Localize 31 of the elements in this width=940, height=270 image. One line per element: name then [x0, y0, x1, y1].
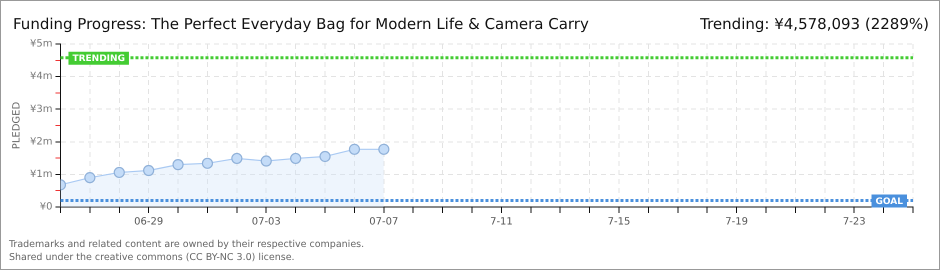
chart-title: Funding Progress: The Perfect Everyday Bag for Modern Life & Camera Carry: [13, 15, 589, 33]
y-tick-label: ¥1m: [30, 168, 52, 180]
y-tick-label: ¥5m: [30, 38, 52, 50]
x-tick-label: 7-15: [608, 216, 630, 228]
text: Trademarks and related content are owned by their respective companies.: [8, 239, 364, 250]
point: [84, 172, 96, 184]
chart-subtitle: Trending: ¥4,578,093 (2289%): [699, 15, 929, 33]
x-tick-label: 7-23: [842, 216, 866, 228]
point: [202, 158, 214, 169]
y-tick-label: ¥3m: [30, 104, 52, 115]
x-tick-label: 06-29: [134, 216, 164, 228]
point: [172, 159, 184, 170]
x-tick-label: 7-19: [725, 216, 748, 228]
y-tick-label: ¥4m: [30, 71, 52, 82]
x-tick-label: 7-11: [490, 216, 513, 228]
ref-line-label: TRENDING: [72, 54, 125, 64]
y-tick-label: ¥2m: [30, 136, 52, 148]
x-tick-label: 07-07: [369, 216, 398, 228]
text: Shared under the creative commons (CC BY-NC 3.0) license.: [9, 252, 295, 263]
y-tick-label: ¥0: [40, 202, 52, 213]
point: [290, 152, 302, 164]
point: [114, 166, 125, 178]
point: [231, 152, 242, 164]
x-tick-label: 07-03: [252, 216, 281, 228]
point: [319, 150, 331, 162]
point: [143, 164, 154, 176]
point: [378, 144, 390, 155]
y-axis-title: PLEDGED: [12, 102, 23, 150]
point: [348, 144, 360, 155]
ref-line-label: GOAL: [876, 196, 904, 207]
point: [260, 155, 272, 167]
